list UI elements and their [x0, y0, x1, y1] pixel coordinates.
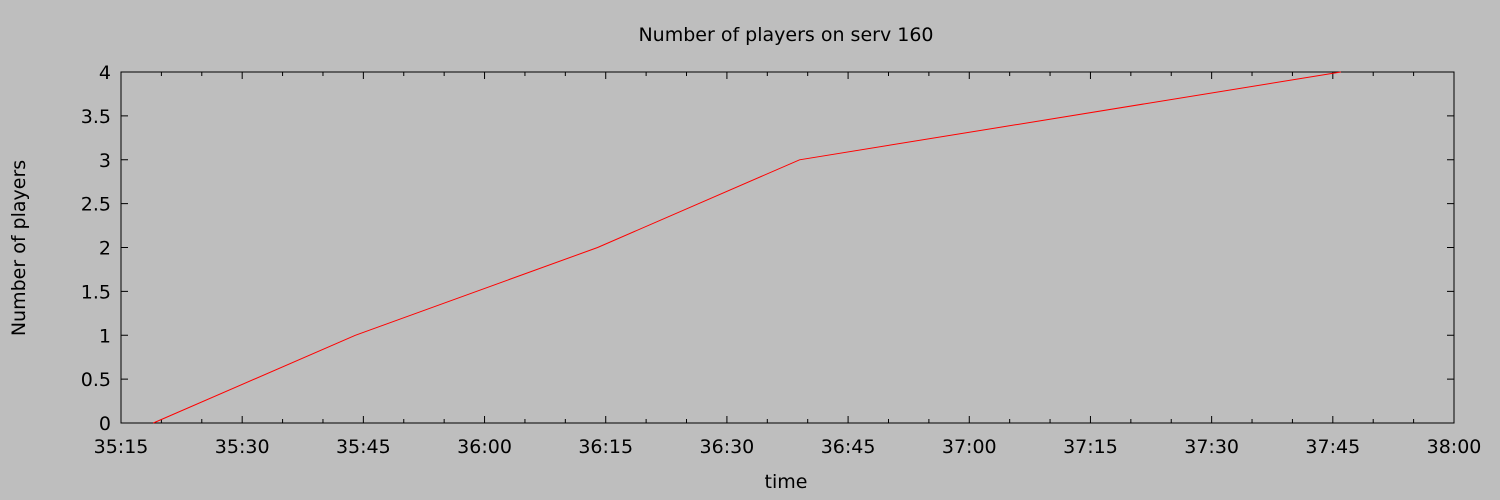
x-axis-title: time [765, 471, 808, 493]
x-tick-label: 37:15 [1063, 436, 1118, 458]
series-layer [153, 71, 1341, 424]
x-tick-label: 35:45 [336, 436, 391, 458]
x-tick-label: 35:15 [94, 436, 149, 458]
y-axis-title: Number of players [8, 160, 30, 336]
y-tick-label: 3 [99, 150, 111, 172]
chart-title: Number of players on serv 160 [638, 24, 933, 46]
x-axis-ticks: 35:15 35:30 35:45 36:00 36:15 36:30 36:45 37:00… [94, 72, 1482, 458]
y-tick-label: 2 [99, 238, 111, 260]
x-tick-label: 36:00 [457, 436, 512, 458]
x-tick-label: 37:45 [1305, 436, 1360, 458]
y-tick-label: 1.5 [81, 281, 111, 303]
x-tick-label: 37:00 [942, 436, 997, 458]
y-tick-label: 0 [99, 413, 111, 435]
x-tick-label: 37:30 [1184, 436, 1239, 458]
y-tick-label: 3.5 [81, 106, 111, 128]
x-tick-label: 35:30 [215, 436, 270, 458]
x-tick-label: 36:15 [578, 436, 633, 458]
series-line [153, 71, 1341, 424]
y-tick-label: 4 [99, 62, 111, 84]
y-tick-label: 0.5 [81, 369, 111, 391]
x-tick-label: 36:30 [700, 436, 755, 458]
y-tick-label: 2.5 [81, 194, 111, 216]
x-tick-label: 36:45 [821, 436, 876, 458]
y-axis-ticks: 0 0.5 1 1.5 2 2.5 3 3.5 4 [81, 62, 1454, 435]
x-tick-label: 38:00 [1427, 436, 1482, 458]
y-tick-label: 1 [99, 325, 111, 347]
